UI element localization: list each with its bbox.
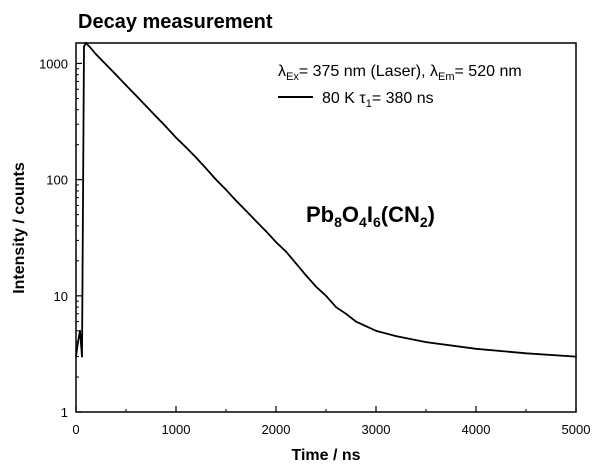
compound-formula: Pb8O4I6(CN2) bbox=[306, 202, 435, 230]
tau-symbol: τ bbox=[359, 90, 366, 107]
data-point bbox=[575, 355, 577, 358]
data-point bbox=[335, 306, 337, 308]
data-point bbox=[395, 335, 397, 337]
formula-text: I bbox=[367, 202, 373, 227]
em-value: = 520 nm bbox=[455, 63, 522, 80]
series-line-0 bbox=[75, 41, 577, 358]
formula-subscript: 2 bbox=[420, 214, 428, 230]
data-point bbox=[125, 84, 127, 87]
data-point bbox=[85, 42, 87, 44]
data-point bbox=[95, 53, 97, 56]
formula-subscript: 4 bbox=[359, 214, 367, 230]
x-tick-label: 5000 bbox=[562, 422, 591, 437]
x-axis-label: Time / ns bbox=[291, 447, 360, 464]
data-point bbox=[185, 146, 187, 149]
data-point bbox=[195, 156, 197, 159]
x-tick-label: 1000 bbox=[162, 422, 191, 437]
data-point bbox=[90, 47, 92, 50]
formula-annotation: Pb8O4I6(CN2) bbox=[306, 202, 435, 230]
tau-subscript: 1 bbox=[366, 98, 372, 110]
data-point bbox=[215, 178, 217, 181]
data-point bbox=[175, 136, 177, 139]
data-point bbox=[225, 188, 227, 191]
formula-text: Pb bbox=[306, 202, 334, 227]
data-point bbox=[285, 250, 287, 253]
data-point bbox=[115, 73, 117, 76]
data-point bbox=[315, 285, 317, 288]
x-tick-label: 2000 bbox=[262, 422, 291, 437]
ex-subscript: Ex bbox=[286, 71, 299, 83]
ex-value: = 375 nm (Laser), bbox=[299, 63, 430, 80]
formula-text: (CN bbox=[381, 202, 420, 227]
y-tick-label: 1000 bbox=[39, 56, 68, 71]
data-point bbox=[355, 320, 357, 323]
data-point bbox=[135, 94, 137, 97]
y-tick-label: 100 bbox=[46, 173, 68, 188]
formula-subscript: 6 bbox=[373, 214, 381, 230]
formula-text: ) bbox=[428, 202, 435, 227]
data-point bbox=[145, 105, 147, 107]
legend-series-name: 80 K bbox=[322, 90, 359, 107]
data-point bbox=[265, 230, 267, 233]
data-point bbox=[295, 262, 297, 265]
data-point bbox=[83, 45, 85, 48]
x-tick-label: 4000 bbox=[462, 422, 491, 437]
lambda-symbol: λ bbox=[278, 63, 286, 80]
data-point bbox=[425, 341, 427, 343]
data-point bbox=[155, 115, 157, 118]
data-point bbox=[105, 63, 107, 66]
data-point bbox=[165, 125, 167, 128]
x-tick-label: 3000 bbox=[362, 422, 391, 437]
data-point bbox=[275, 241, 277, 244]
x-tick-label: 0 bbox=[72, 422, 79, 437]
data-point bbox=[235, 199, 237, 202]
formula-text: O bbox=[342, 202, 359, 227]
data-point bbox=[81, 355, 83, 358]
data-point bbox=[77, 341, 79, 343]
series-layer bbox=[75, 41, 577, 358]
y-tick-label: 1 bbox=[61, 405, 68, 420]
data-point bbox=[245, 209, 247, 212]
data-point bbox=[325, 294, 327, 297]
data-point bbox=[255, 220, 257, 223]
data-point bbox=[79, 329, 81, 332]
legend-entry: 80 K τ1= 380 ns bbox=[322, 90, 434, 110]
data-point bbox=[525, 352, 527, 355]
data-point bbox=[375, 329, 377, 332]
y-tick-label: 10 bbox=[54, 289, 68, 304]
excitation-label: λEx= 375 nm (Laser), λEm= 520 nm bbox=[278, 63, 522, 83]
data-point bbox=[75, 355, 77, 358]
data-point bbox=[305, 274, 307, 277]
formula-subscript: 8 bbox=[334, 214, 342, 230]
data-point bbox=[345, 312, 347, 315]
chart-title: Decay measurement bbox=[78, 11, 273, 33]
x-axis-ticks: 0 1000 2000 3000 4000 5000 bbox=[72, 406, 590, 437]
data-point bbox=[475, 347, 477, 350]
data-point bbox=[205, 167, 207, 170]
lambda-symbol: λ bbox=[430, 63, 438, 80]
y-axis-label: Intensity / counts bbox=[11, 162, 28, 294]
em-subscript: Em bbox=[438, 71, 455, 83]
tau-value: = 380 ns bbox=[372, 90, 434, 107]
